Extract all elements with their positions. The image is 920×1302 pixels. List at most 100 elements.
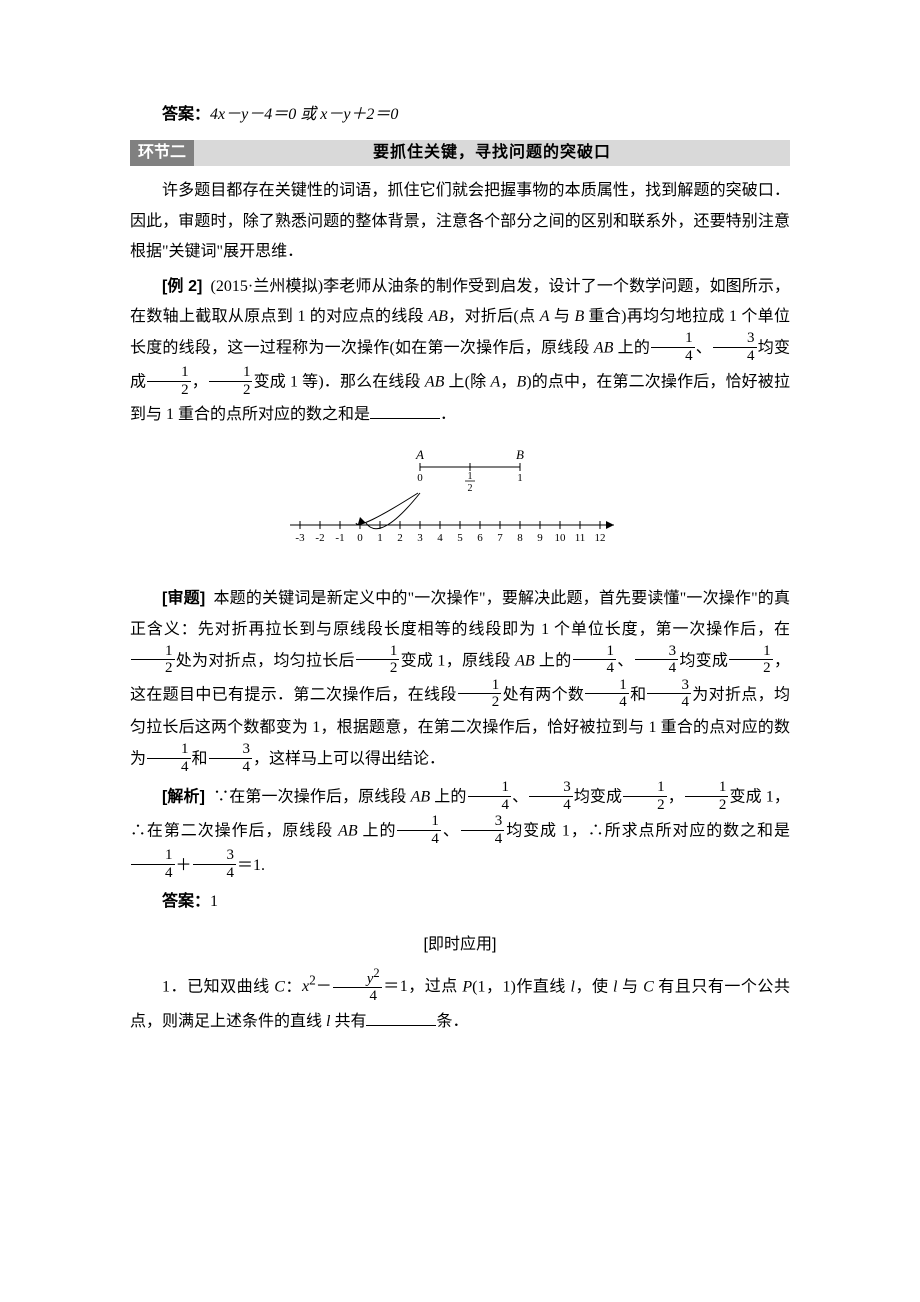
st-t8: 和 — [630, 687, 647, 704]
apply-heading: [即时应用] — [130, 930, 790, 960]
q1-t5: 与 — [618, 978, 644, 995]
st-t4: 上的 — [535, 653, 572, 670]
shenti-paragraph: [审题] 本题的关键词是新定义中的"一次操作"，要解决此题，首先要读懂"一次操作… — [130, 584, 790, 777]
example-label: [例 2] — [162, 278, 202, 295]
q1-t7: 共有 — [330, 1013, 366, 1030]
svg-text:4: 4 — [437, 532, 443, 544]
jx-t3: 均变成 — [574, 789, 622, 806]
st-fC: 14 — [573, 643, 617, 677]
svg-text:5: 5 — [457, 532, 463, 544]
jx-seg2: AB — [338, 823, 358, 840]
q1-P: P — [462, 978, 472, 995]
q1-t2: ： — [285, 978, 302, 995]
st-fG: 14 — [585, 677, 629, 711]
pt-b: B — [574, 308, 584, 325]
jx-t1: ∵在第一次操作后，原线段 — [213, 789, 410, 806]
svg-text:B: B — [516, 447, 524, 462]
ex2-m6: 变成 1 等)．那么在线段 — [253, 374, 424, 391]
answer-text: 4x－y－4＝0 或 x－y＋2＝0 — [210, 106, 398, 123]
svg-text:-2: -2 — [315, 532, 324, 544]
svg-text:10: 10 — [555, 532, 567, 544]
pt-a2: A — [490, 374, 500, 391]
svg-text:1: 1 — [468, 471, 473, 482]
jx-fG: 14 — [131, 847, 175, 881]
st-t11: ，这样马上可以得出结论． — [253, 751, 445, 768]
st-seg: AB — [515, 653, 535, 670]
jiexi-label: [解析] — [162, 789, 205, 806]
answer-1: 答案：1 — [130, 887, 790, 917]
st-fA: 12 — [131, 643, 175, 677]
jx-t5: 上的 — [358, 823, 397, 840]
st-fI: 14 — [147, 741, 191, 775]
answer-prev: 答案：4x－y－4＝0 或 x－y＋2＝0 — [130, 100, 790, 130]
st-t5: 均变成 — [679, 653, 728, 670]
frac-3-4: 34 — [713, 330, 757, 364]
example-source: (2015·兰州模拟) — [211, 278, 324, 295]
st-t2: 处为对折点，均匀拉长后 — [176, 653, 355, 670]
svg-text:8: 8 — [517, 532, 523, 544]
ex2-period: ． — [440, 406, 456, 423]
svg-text:7: 7 — [497, 532, 503, 544]
section-title: 要抓住关键，寻找问题的突破口 — [194, 140, 790, 166]
jx-fA: 14 — [468, 779, 512, 813]
svg-text:-1: -1 — [335, 532, 344, 544]
svg-text:0: 0 — [417, 472, 423, 484]
jx-fC: 12 — [623, 779, 667, 813]
st-t7: 处有两个数 — [502, 687, 584, 704]
jx-eq: ＝1. — [237, 857, 265, 874]
svg-text:9: 9 — [537, 532, 543, 544]
jx-t6: 均变成 1，∴所求点所对应的数之和是 — [505, 823, 790, 840]
ex2-m7: 上(除 — [444, 374, 490, 391]
jx-fB: 34 — [529, 779, 573, 813]
svg-text:2: 2 — [468, 483, 473, 494]
st-fE: 12 — [729, 643, 773, 677]
pt-a: A — [540, 308, 550, 325]
blank-2 — [366, 1008, 436, 1026]
question-1: 1．已知双曲线 C：x2－y24＝1，过点 P(1，1)作直线 l，使 l 与 … — [130, 968, 790, 1037]
q1-x: x — [302, 978, 309, 995]
svg-text:-3: -3 — [295, 532, 305, 544]
number-line-figure: -3-2-10123456789101112AB0112 — [130, 445, 790, 566]
st-t1: 本题的关键词是新定义中的"一次操作"，要解决此题，首先要读懂"一次操作"的真正含… — [130, 590, 790, 637]
ex2-m2: 与 — [550, 308, 575, 325]
svg-text:1: 1 — [377, 532, 383, 544]
q1-t4: ，使 — [575, 978, 613, 995]
q1-C2: C — [643, 978, 654, 995]
svg-text:11: 11 — [575, 532, 586, 544]
svg-text:12: 12 — [595, 532, 606, 544]
figure-svg: -3-2-10123456789101112AB0112 — [280, 445, 640, 555]
jx-seg1: AB — [411, 789, 431, 806]
svg-text:2: 2 — [397, 532, 403, 544]
q1-C: C — [274, 978, 285, 995]
section-label: 环节二 — [130, 140, 194, 166]
ex2-m1: ，对折后(点 — [448, 308, 540, 325]
q1-t8: 条． — [436, 1013, 468, 1030]
jx-fD: 12 — [685, 779, 729, 813]
jx-t2: 上的 — [430, 789, 466, 806]
q1-frac: y24 — [333, 967, 382, 1005]
svg-text:0: 0 — [357, 532, 363, 544]
jx-fH: 34 — [193, 847, 237, 881]
ex2-m4: 上的 — [613, 340, 650, 357]
st-fF: 12 — [458, 677, 502, 711]
frac-1-2b: 12 — [209, 364, 253, 398]
svg-text:3: 3 — [417, 532, 423, 544]
frac-1-4: 14 — [651, 330, 695, 364]
frac-1-2a: 12 — [147, 364, 191, 398]
blank-1 — [370, 402, 440, 420]
jx-fF: 34 — [461, 813, 505, 847]
section-header: 环节二 要抓住关键，寻找问题的突破口 — [130, 140, 790, 166]
answer1-label: 答案： — [162, 893, 210, 910]
seg-ab2: AB — [594, 340, 614, 357]
answer1-value: 1 — [210, 893, 218, 910]
st-fJ: 34 — [209, 741, 253, 775]
svg-text:6: 6 — [477, 532, 483, 544]
seg-ab3: AB — [425, 374, 445, 391]
q1-t3: ＝1，过点 — [383, 978, 463, 995]
st-fH: 34 — [647, 677, 691, 711]
svg-text:A: A — [415, 447, 424, 462]
q1-t1: 已知双曲线 — [187, 978, 274, 995]
jiexi-paragraph: [解析] ∵在第一次操作后，原线段 AB 上的14、34均变成12，12变成 1… — [130, 781, 790, 883]
q1-x2: 2 — [309, 973, 316, 988]
shenti-label: [审题] — [162, 590, 205, 607]
